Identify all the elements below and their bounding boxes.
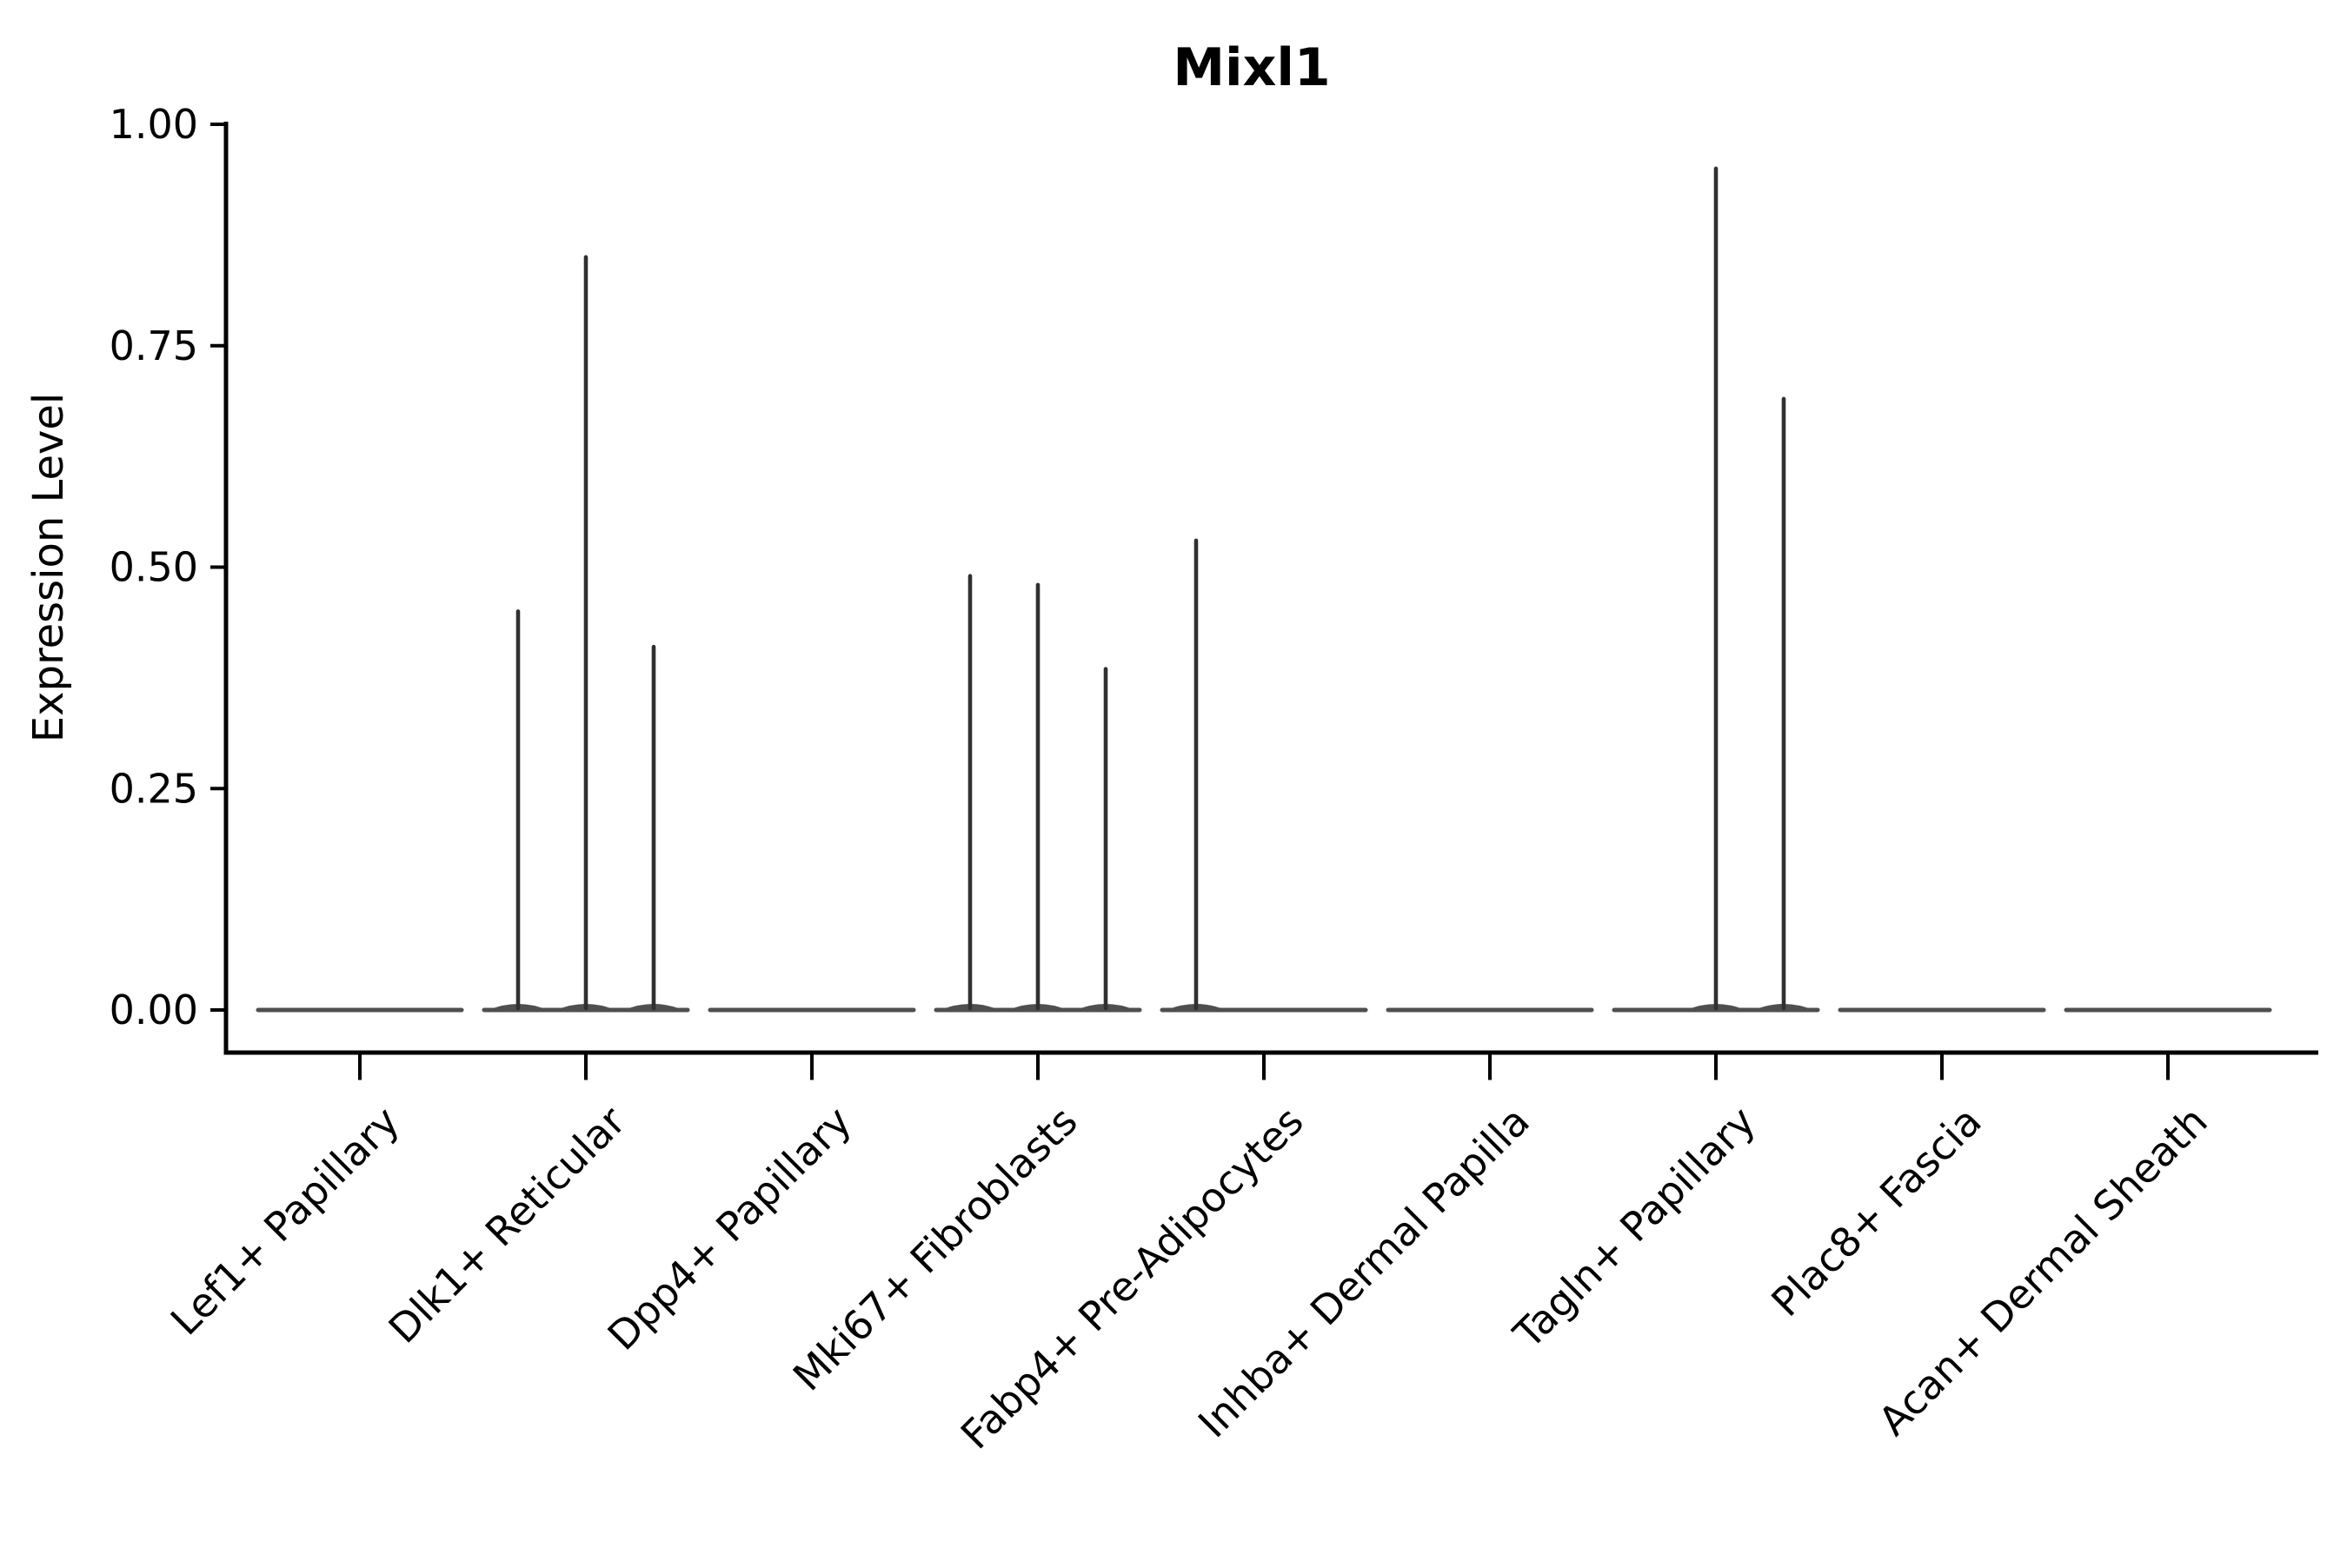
x-category-label: Dpp4+ Papillary (599, 1098, 861, 1359)
y-tick-label: 0.50 (110, 544, 198, 591)
axes-layer (223, 122, 2318, 1055)
y-axis-label: Expression Level (24, 393, 73, 743)
x-category-label: Tagln+ Papillary (1504, 1098, 1765, 1359)
chart-title: Mixl1 (1173, 37, 1330, 98)
y-tick-label: 0.25 (110, 765, 198, 812)
y-tick-label: 0.75 (110, 322, 198, 369)
violin-layer (256, 166, 2272, 1013)
y-tick-label: 1.00 (110, 101, 198, 148)
x-category-label: Dlk1+ Reticular (380, 1098, 635, 1352)
y-tick-layer: 0.00 0.25 0.50 0.75 1.00 (110, 101, 226, 1033)
x-category-label: Plac8+ Fascia (1762, 1098, 1990, 1325)
x-category-label: Lef1+ Papillary (162, 1098, 409, 1345)
y-tick-label: 0.00 (110, 987, 198, 1033)
